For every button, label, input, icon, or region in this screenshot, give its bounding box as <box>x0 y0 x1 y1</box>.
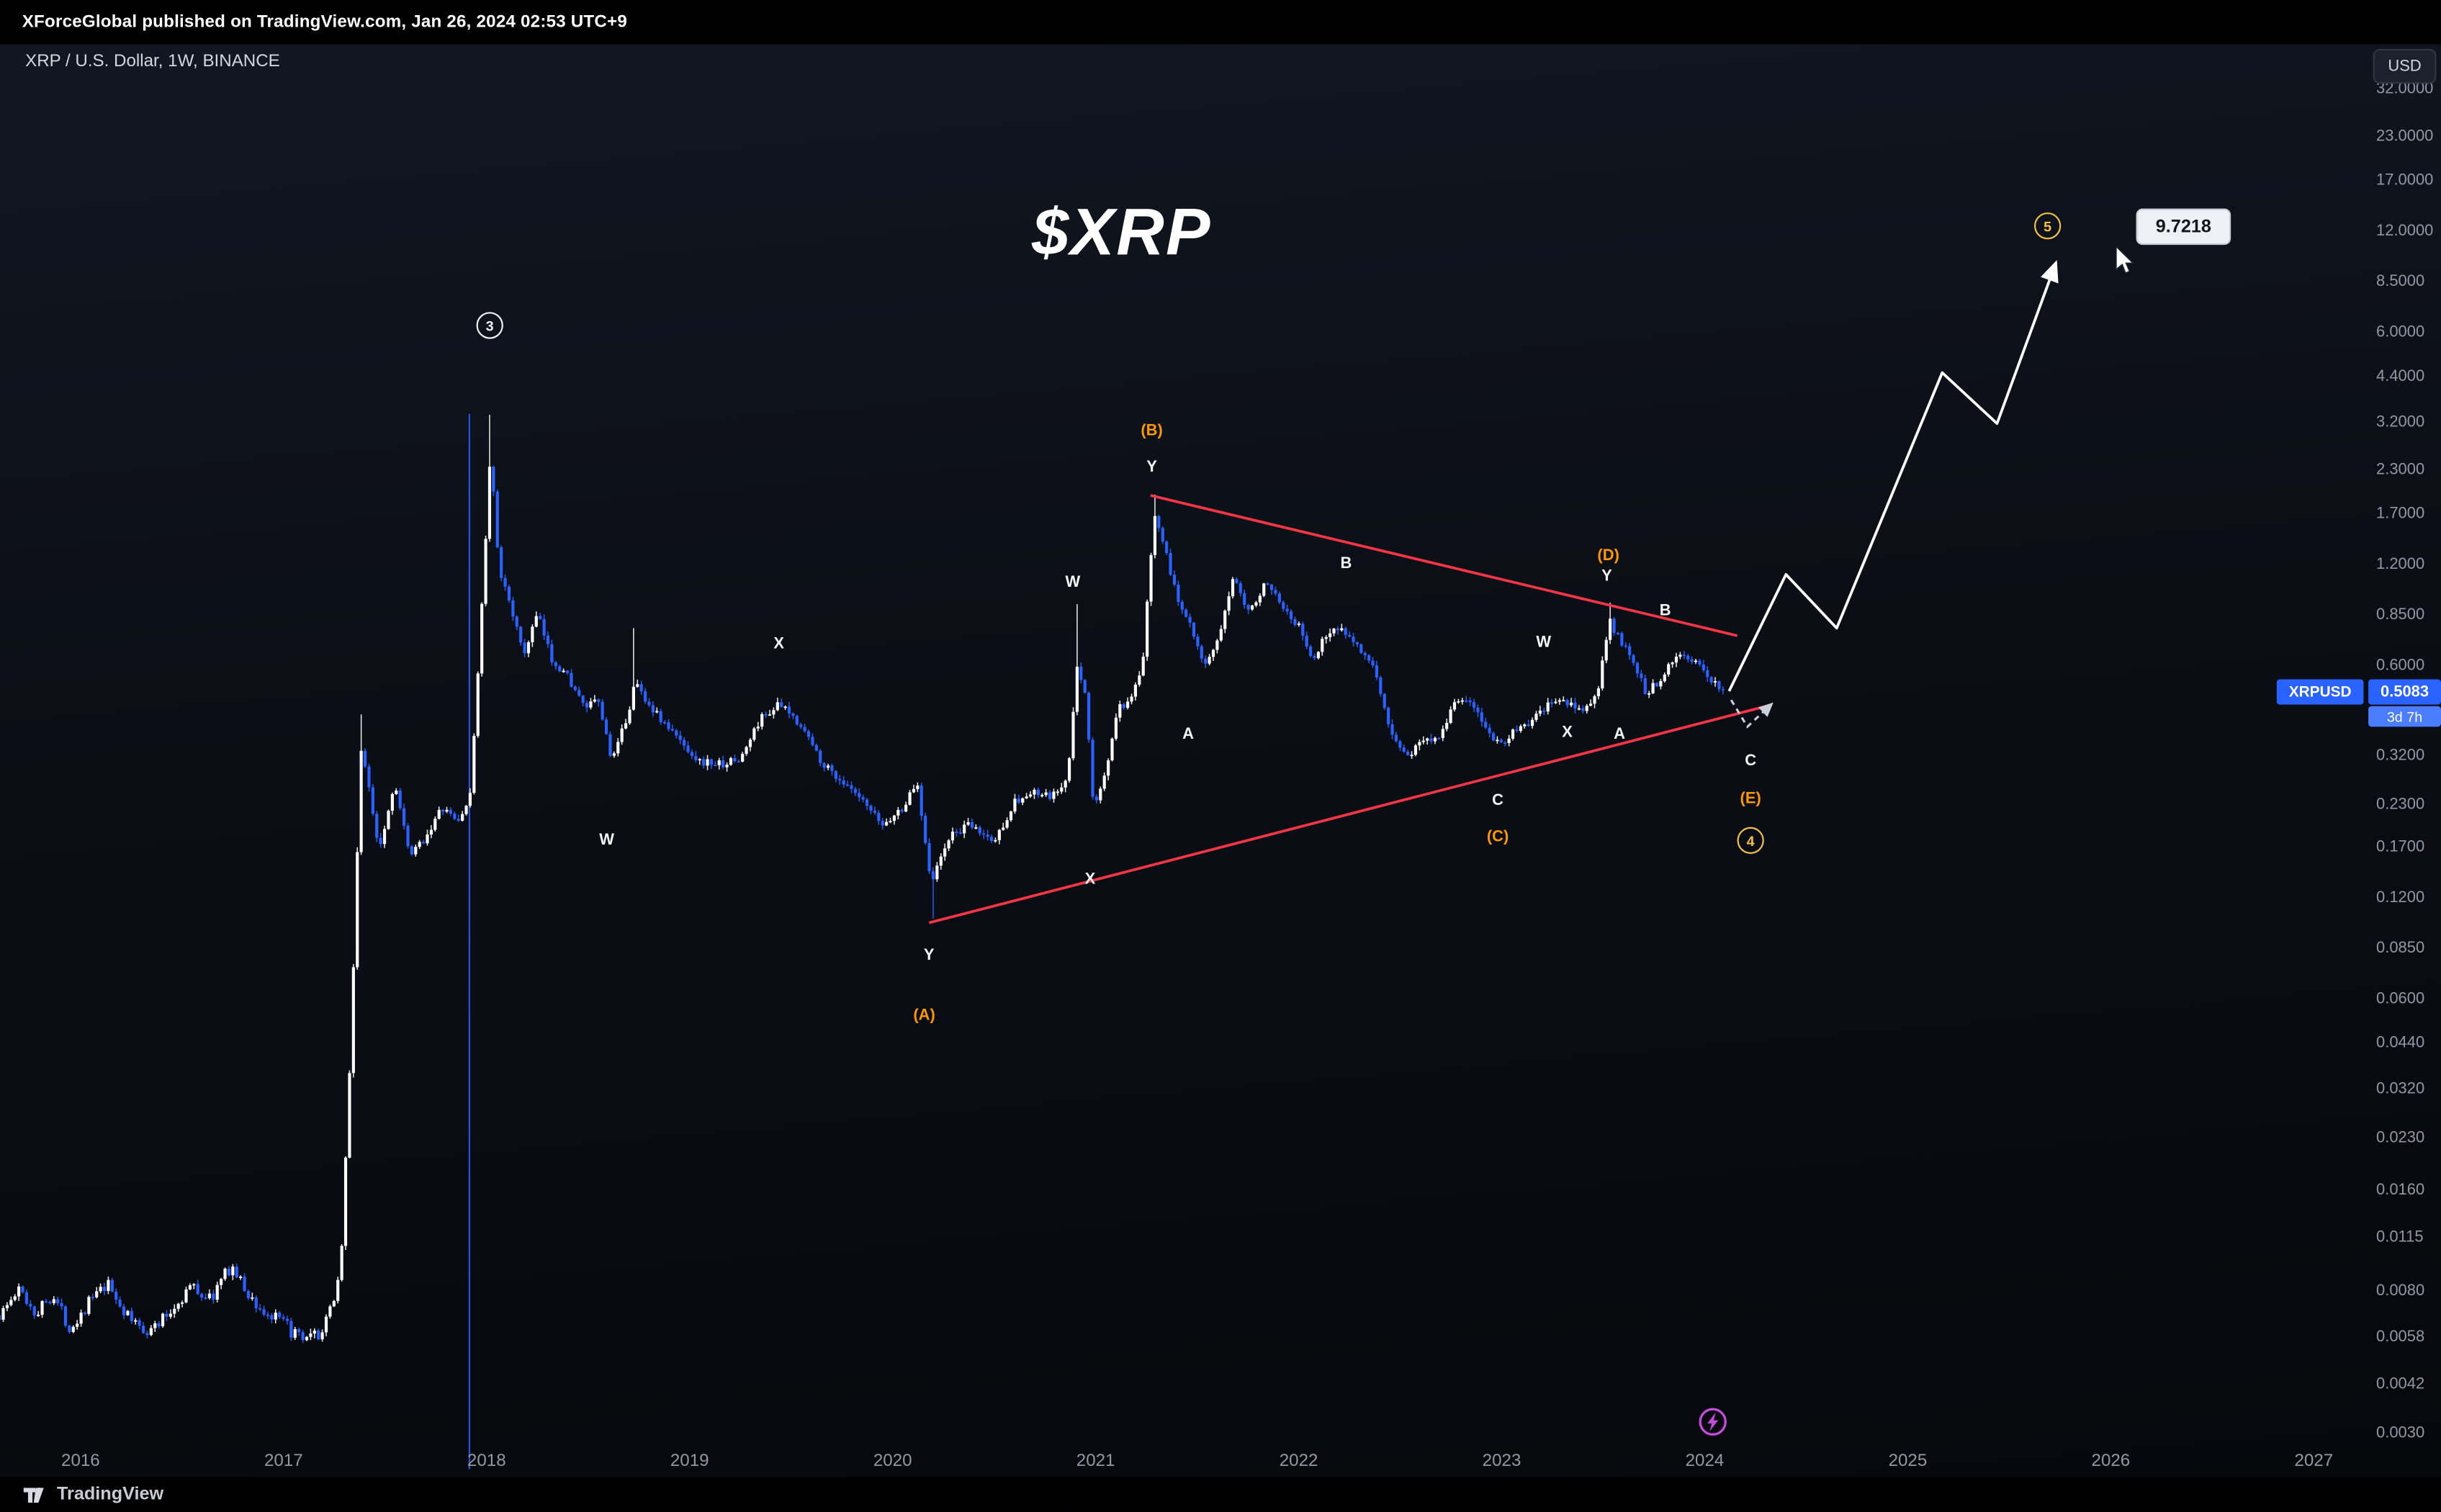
price-axis-label: 0.0320 <box>2376 1081 2425 1099</box>
price-axis-label: 0.0160 <box>2376 1182 2425 1200</box>
time-axis-label: 2027 <box>2294 1452 2334 1471</box>
chart-watermark-title: $XRP <box>1032 194 1212 269</box>
price-target-label[interactable]: 9.7218 <box>2136 208 2231 246</box>
price-axis-label: 2.3000 <box>2376 462 2425 480</box>
time-axis-label: 2022 <box>1279 1452 1318 1471</box>
price-axis-label: 1.7000 <box>2376 505 2425 523</box>
tradingview-brand[interactable]: TradingView <box>56 1485 164 1504</box>
price-axis-label: 0.0030 <box>2376 1424 2425 1442</box>
price-axis-label: 0.0850 <box>2376 940 2425 958</box>
price-axis-label: 0.0440 <box>2376 1035 2425 1053</box>
price-axis-label: 0.0042 <box>2376 1375 2425 1393</box>
mouse-cursor-icon <box>2115 246 2135 274</box>
time-axis-label: 2024 <box>1685 1452 1725 1471</box>
price-axis-label: 3.2000 <box>2376 414 2425 432</box>
price-axis-label: 0.8500 <box>2376 606 2425 624</box>
last-price-badge: 0.5083 <box>2368 679 2441 705</box>
time-axis-label: 2020 <box>873 1452 912 1471</box>
price-axis-label: 0.0080 <box>2376 1282 2425 1300</box>
price-axis-label: 0.2300 <box>2376 795 2425 814</box>
triangle-trendlines[interactable] <box>928 494 1768 924</box>
time-axis-label: 2018 <box>467 1452 506 1471</box>
candlestick-series <box>0 415 1725 1344</box>
price-axis-label: 0.0230 <box>2376 1129 2425 1147</box>
lightning-icon <box>1707 1412 1719 1431</box>
bar-countdown-badge: 3d 7h <box>2368 706 2441 727</box>
price-axis-label: 0.6000 <box>2376 657 2425 675</box>
price-axis-label: 0.1700 <box>2376 839 2425 857</box>
price-axis-label: 0.0115 <box>2376 1229 2424 1247</box>
publish-info: XForceGlobal published on TradingView.co… <box>22 12 628 32</box>
price-axis-label: 8.5000 <box>2376 272 2425 290</box>
price-axis-label: 1.2000 <box>2376 556 2425 574</box>
time-axis-label: 2023 <box>1482 1452 1521 1471</box>
price-axis-label: 4.4000 <box>2376 368 2425 386</box>
footer-bar: TradingView <box>0 1477 2441 1512</box>
price-axis-label: 12.0000 <box>2376 222 2434 240</box>
publish-bar: XForceGlobal published on TradingView.co… <box>0 0 2441 45</box>
price-axis-label: 6.0000 <box>2376 323 2425 341</box>
time-axis-label: 2017 <box>264 1452 303 1471</box>
time-axis-label: 2019 <box>670 1452 709 1471</box>
time-axis-label: 2026 <box>2091 1452 2131 1471</box>
time-axis-label: 2016 <box>61 1452 100 1471</box>
symbol-title: XRP / U.S. Dollar, 1W, BINANCE <box>25 52 280 71</box>
tradingview-logo[interactable] <box>22 1482 46 1506</box>
time-axis-label: 2021 <box>1076 1452 1115 1471</box>
currency-button[interactable]: USD <box>2373 49 2437 84</box>
price-axis-label: 17.0000 <box>2376 172 2434 190</box>
price-axis-label: 0.1200 <box>2376 889 2425 907</box>
price-axis-label: 0.0058 <box>2376 1328 2425 1346</box>
breakout-hook-arrow[interactable] <box>1730 699 1774 729</box>
symbol-price-badge: XRPUSD <box>2276 679 2364 705</box>
price-axis-label: 0.0600 <box>2376 990 2425 1008</box>
idea-marker[interactable] <box>1699 1408 1727 1436</box>
price-axis-label: 0.3200 <box>2376 747 2425 765</box>
time-axis-label: 2025 <box>1888 1452 1928 1471</box>
price-axis-label: 23.0000 <box>2376 128 2434 146</box>
wave5-projection-arrow[interactable] <box>1727 260 2059 692</box>
